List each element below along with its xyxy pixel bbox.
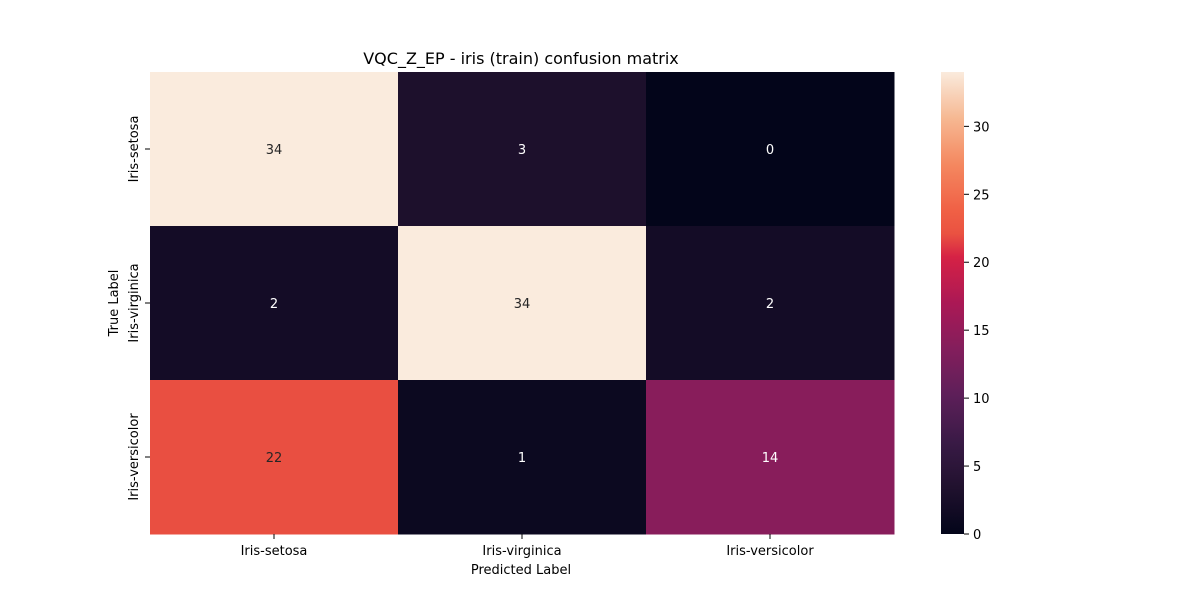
y-axis-label: True Label bbox=[107, 270, 122, 338]
heatmap-cell-labels: 34 3 02 34 222 1 14 bbox=[266, 143, 779, 466]
cell-value-label: 2 bbox=[270, 297, 278, 312]
heatmap-cell bbox=[646, 226, 895, 381]
chart-title: VQC_Z_EP - iris (train) confusion matrix bbox=[363, 49, 679, 69]
cell-value-label: 3 bbox=[518, 143, 526, 158]
x-axis-ticks: Iris-setosa Iris-virginica Iris-versicolor bbox=[241, 534, 814, 559]
heatmap-cell bbox=[398, 226, 647, 381]
cell-value-label: 1 bbox=[518, 451, 526, 466]
cell-value-label: 2 bbox=[766, 297, 774, 312]
colorbar-tick-label: 0 bbox=[973, 528, 981, 543]
heatmap-cell bbox=[150, 380, 399, 535]
x-tick-label: Iris-virginica bbox=[482, 544, 561, 559]
cell-value-label: 34 bbox=[514, 297, 531, 312]
colorbar-tick-label: 15 bbox=[973, 324, 990, 339]
colorbar bbox=[941, 72, 964, 534]
cell-value-label: 22 bbox=[266, 451, 283, 466]
cell-value-label: 34 bbox=[266, 143, 283, 158]
colorbar-tick-label: 30 bbox=[973, 120, 990, 135]
y-axis-ticks: Iris-setosa Iris-virginica Iris-versicolor bbox=[127, 116, 150, 501]
colorbar-tick-label: 10 bbox=[973, 392, 990, 407]
heatmap-cell bbox=[150, 72, 399, 227]
cell-value-label: 0 bbox=[766, 143, 774, 158]
heatmap-cell bbox=[398, 72, 647, 227]
colorbar-tick-label: 5 bbox=[973, 460, 981, 475]
x-axis-label: Predicted Label bbox=[471, 563, 571, 578]
heatmap-cell bbox=[646, 72, 895, 227]
cell-value-label: 14 bbox=[762, 451, 779, 466]
y-tick-label: Iris-virginica bbox=[127, 263, 142, 342]
heatmap-cell bbox=[646, 380, 895, 535]
x-tick-label: Iris-setosa bbox=[241, 544, 308, 559]
heatmap-cell bbox=[398, 380, 647, 535]
x-tick-label: Iris-versicolor bbox=[726, 544, 814, 559]
heatmap-cells bbox=[150, 72, 895, 535]
y-tick-label: Iris-versicolor bbox=[127, 413, 142, 501]
colorbar-ticks: 0 5 10 15 20 25 30 bbox=[964, 120, 990, 543]
colorbar-tick-label: 25 bbox=[973, 188, 990, 203]
y-tick-label: Iris-setosa bbox=[127, 116, 142, 183]
heatmap-cell bbox=[150, 226, 399, 381]
colorbar-tick-label: 20 bbox=[973, 256, 990, 271]
